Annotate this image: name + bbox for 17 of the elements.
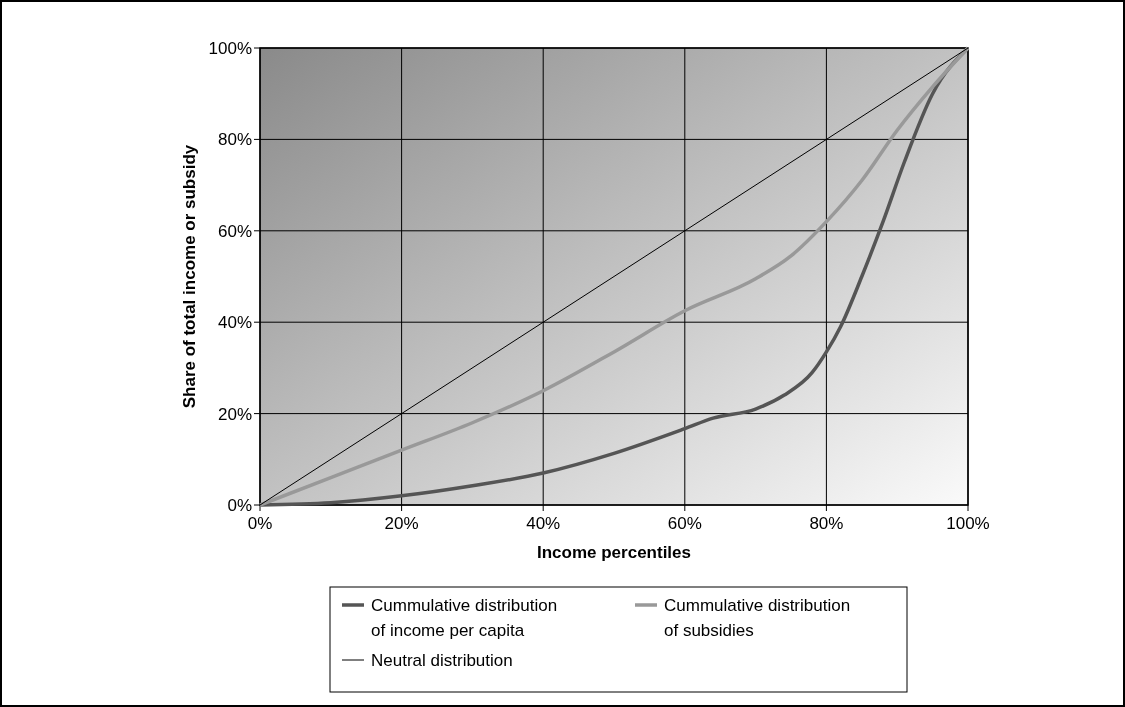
y-axis-title: Share of total income or subsidy	[180, 144, 199, 409]
x-tick-label: 0%	[247, 514, 273, 533]
y-tick-label: 80%	[217, 130, 252, 150]
x-tick-label: 60%	[667, 514, 702, 533]
x-axis-title: Income percentiles	[536, 543, 692, 562]
legend-label: Cummulative distribution of subsidies	[664, 596, 851, 640]
x-tick-label: 100%	[946, 514, 990, 533]
legend-label: Cummulative distribution of income per capita	[371, 596, 558, 640]
x-tick-label: 80%	[809, 514, 844, 533]
y-tick-label: 100%	[208, 39, 252, 58]
x-tick-label: 20%	[384, 514, 419, 533]
y-tick-label: 20%	[217, 404, 252, 424]
y-tick-label: 40%	[217, 313, 252, 333]
legend-label: Neutral distribution	[371, 651, 513, 670]
y-tick-label: 0%	[227, 496, 252, 515]
y-tick-label: 60%	[217, 221, 252, 241]
x-tick-label: 40%	[526, 514, 561, 533]
